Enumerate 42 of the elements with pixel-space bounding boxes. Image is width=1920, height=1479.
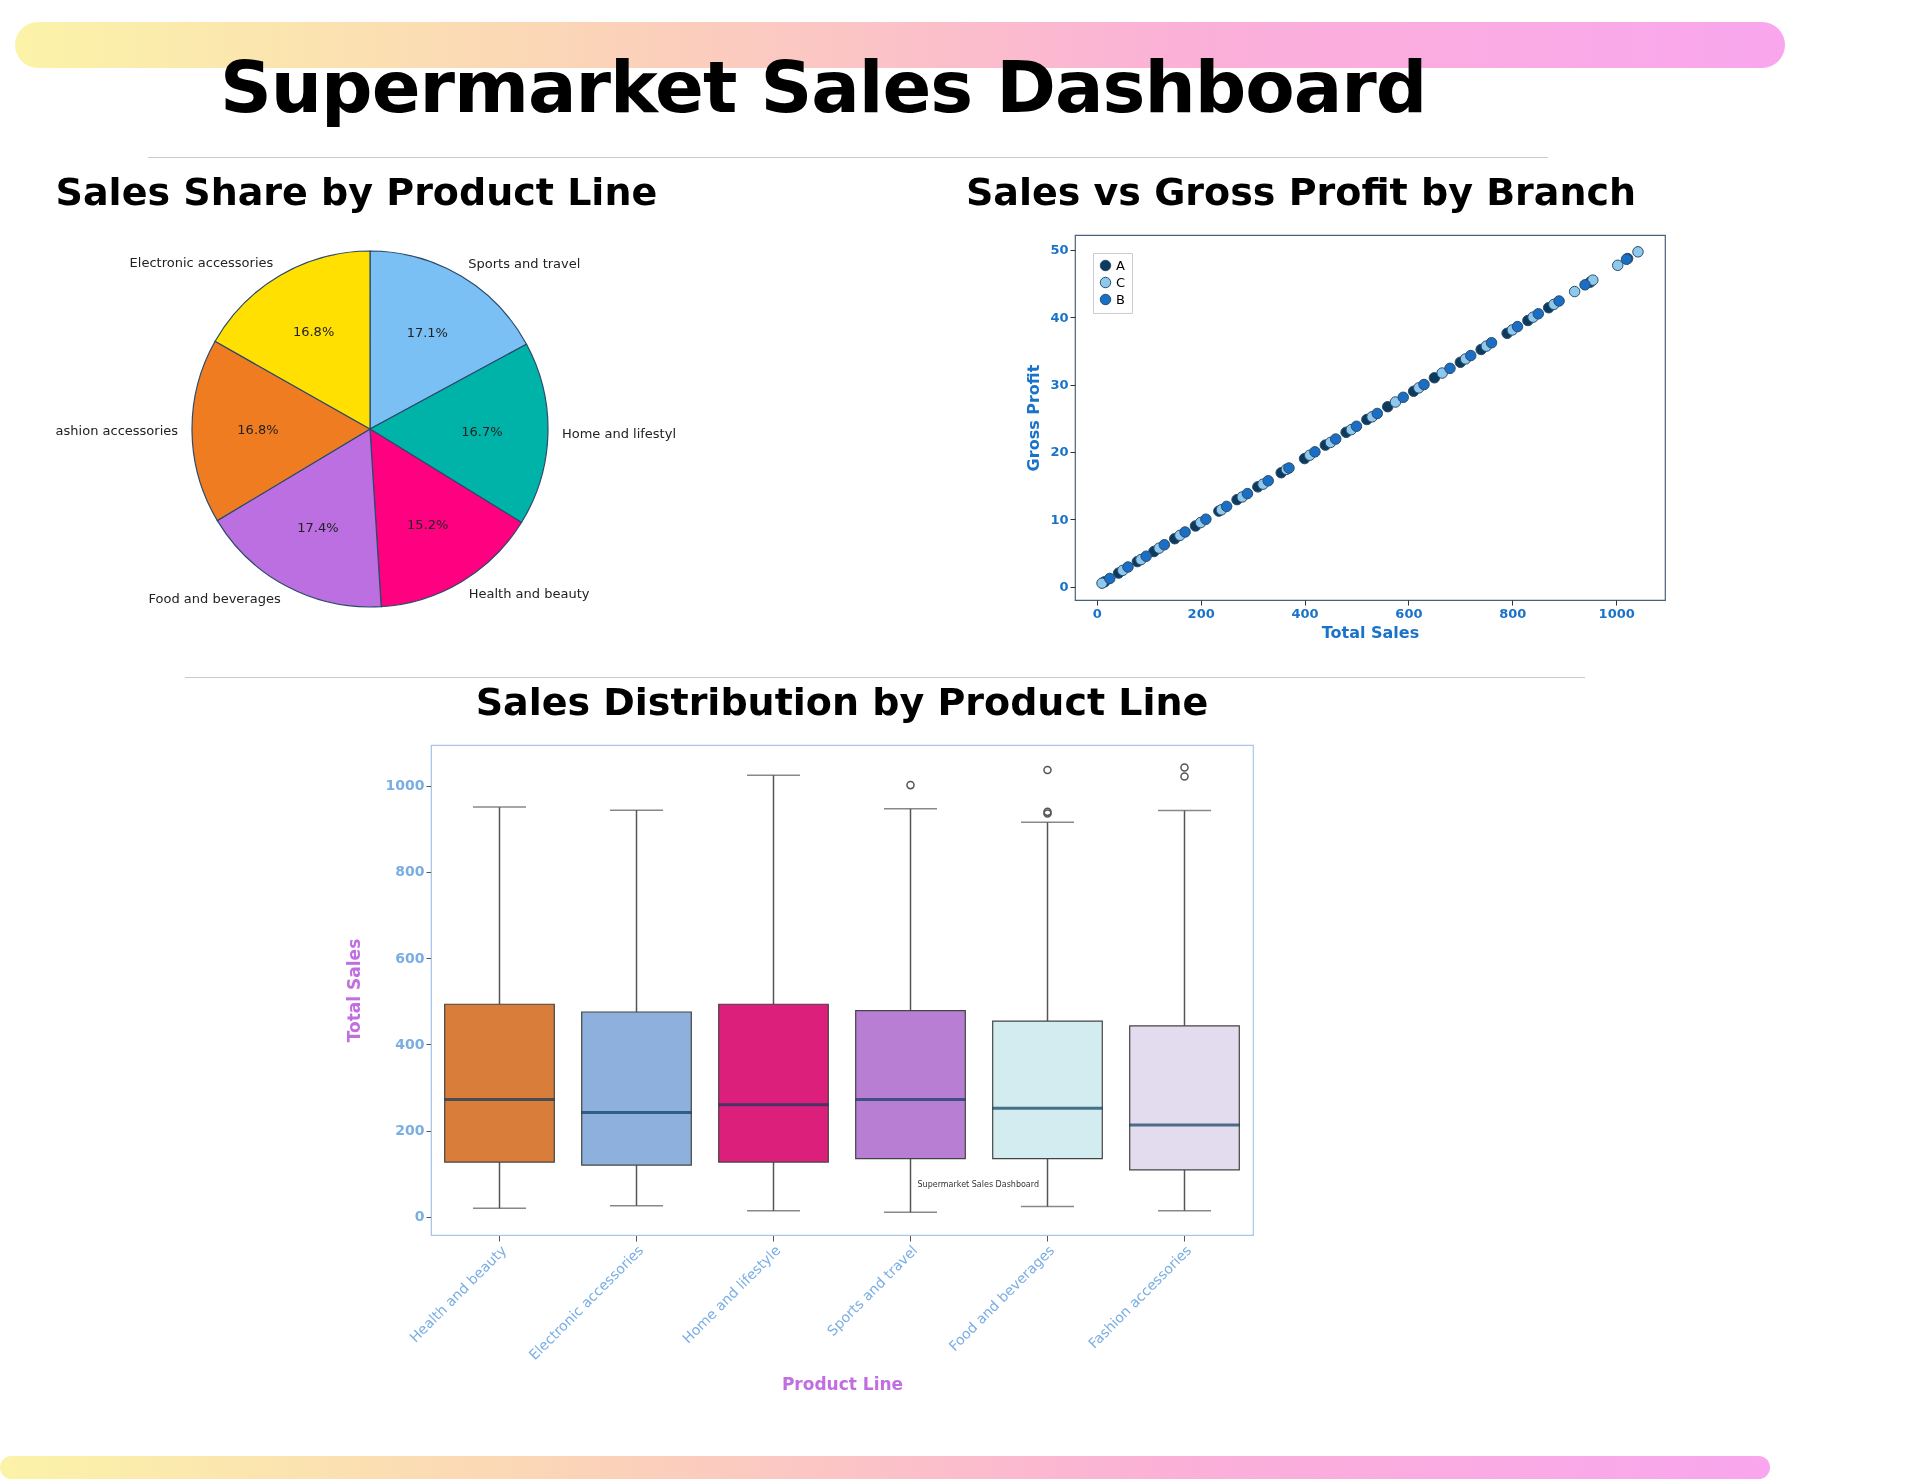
x-tick-label: 400 xyxy=(1291,605,1319,621)
y-tick-label: 400 xyxy=(395,1035,425,1052)
x-tick-label: 0 xyxy=(1092,605,1102,621)
text: Supermarket Sales Dashboard xyxy=(220,45,1427,129)
y-tick-label: 10 xyxy=(1050,511,1069,527)
y-tick-label: 50 xyxy=(1050,242,1069,258)
data-label: 17.4% xyxy=(297,520,339,536)
y-axis-title: Total Sales xyxy=(343,938,364,1043)
legend-label: A xyxy=(1116,257,1125,273)
x-axis-title: Total Sales xyxy=(1321,622,1420,642)
y-tick-label: 0 xyxy=(1059,579,1069,595)
slice-label: Electronic accessories xyxy=(129,255,274,271)
chart-title: Sales Share by Product Line xyxy=(55,170,658,214)
data-label: 16.8% xyxy=(292,324,335,340)
data-label: 15.2% xyxy=(406,517,449,533)
x-axis-title: Product Line xyxy=(781,1373,904,1394)
y-axis-title: Gross Profit xyxy=(1024,364,1044,472)
slice-label: ashion accessories xyxy=(55,423,179,439)
chart-title: Sales Distribution by Product Line xyxy=(475,680,1209,724)
y-tick-label: 600 xyxy=(395,949,425,966)
y-tick-label: 40 xyxy=(1050,309,1069,325)
x-tick-label: 200 xyxy=(1187,605,1215,621)
data-label: 16.8% xyxy=(237,422,279,438)
y-tick-label: 200 xyxy=(395,1122,425,1139)
chart-title: Sales vs Gross Profit by Branch xyxy=(965,170,1637,214)
legend-label: B xyxy=(1116,291,1125,307)
data-label: 16.7% xyxy=(461,424,503,440)
slice-label: Home and lifestyl xyxy=(561,426,677,442)
x-tick-label: 600 xyxy=(1395,605,1423,621)
x-tick-label: 1000 xyxy=(1598,605,1635,621)
y-tick-label: 0 xyxy=(414,1208,425,1225)
slice-label: Food and beverages xyxy=(148,590,281,606)
annotation: Supermarket Sales Dashboard xyxy=(917,1180,1039,1189)
y-tick-label: 20 xyxy=(1050,444,1069,460)
legend-label: C xyxy=(1116,274,1126,290)
y-tick-label: 1000 xyxy=(385,777,425,794)
y-tick-label: 800 xyxy=(395,863,425,880)
x-tick-label: 800 xyxy=(1499,605,1527,621)
slice-label: Sports and travel xyxy=(468,256,581,272)
slice-label: Health and beauty xyxy=(468,585,590,601)
data-label: 17.1% xyxy=(406,324,448,340)
y-tick-label: 30 xyxy=(1050,377,1069,392)
